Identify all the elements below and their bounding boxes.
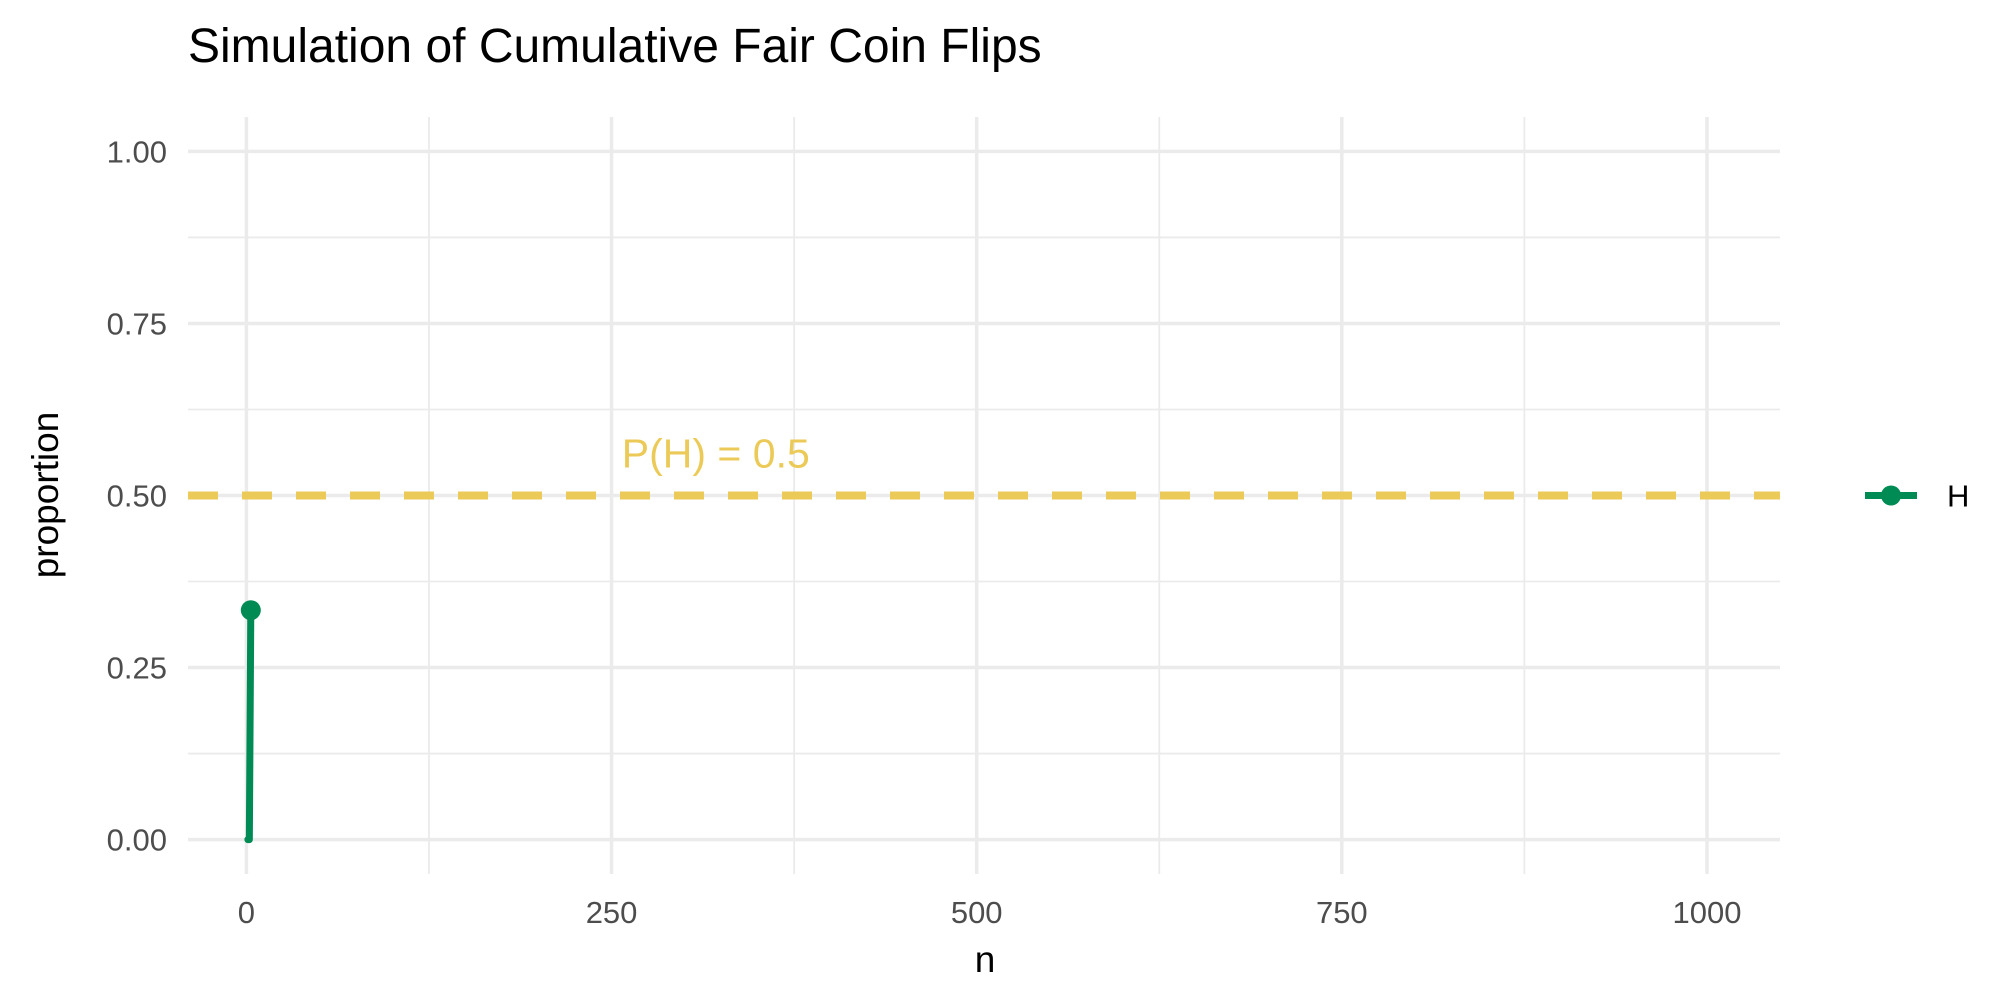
reference-line-label: P(H) = 0.5 xyxy=(622,431,810,477)
y-tick-label: 0.50 xyxy=(107,479,167,514)
reference-line-group: P(H) = 0.5 xyxy=(188,431,1780,500)
x-tick-label: 0 xyxy=(238,895,255,930)
series-line xyxy=(244,606,255,844)
y-tick-label: 0.25 xyxy=(107,651,167,686)
x-tick-label: 500 xyxy=(951,895,1003,930)
x-axis-title: n xyxy=(975,939,996,980)
legend: H xyxy=(1865,479,1969,514)
y-tick-label: 0.00 xyxy=(107,823,167,858)
x-tick-label: 1000 xyxy=(1672,895,1741,930)
tick-labels: 0.00 0.25 0.50 0.75 1.00 0 250 500 750 1000 xyxy=(107,134,1742,930)
y-tick-label: 0.75 xyxy=(107,306,167,341)
series-endpoint xyxy=(240,600,261,621)
chart-title: Simulation of Cumulative Fair Coin Flips xyxy=(188,20,1042,73)
y-tick-label: 1.00 xyxy=(107,134,167,169)
legend-key-point xyxy=(1881,485,1901,506)
x-tick-label: 250 xyxy=(586,895,638,930)
legend-label: H xyxy=(1947,479,1969,514)
x-tick-label: 750 xyxy=(1316,895,1368,930)
series-group xyxy=(240,600,261,844)
y-axis-title: proportion xyxy=(25,412,66,579)
